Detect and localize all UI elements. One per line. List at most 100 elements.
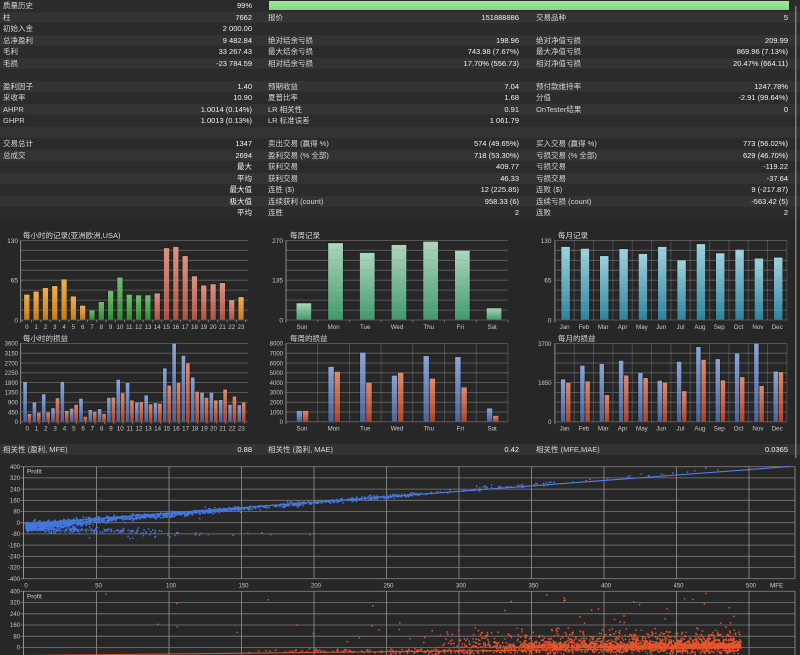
svg-text:Oct: Oct xyxy=(734,426,744,433)
svg-text:1850: 1850 xyxy=(538,381,552,387)
svg-text:Dec: Dec xyxy=(772,324,783,331)
svg-text:-80: -80 xyxy=(11,532,20,538)
svg-text:19: 19 xyxy=(200,324,207,331)
svg-text:80: 80 xyxy=(13,634,20,640)
svg-text:3150: 3150 xyxy=(5,352,19,358)
svg-text:9: 9 xyxy=(109,426,113,433)
svg-text:100: 100 xyxy=(166,583,177,589)
svg-text:5: 5 xyxy=(72,324,76,331)
svg-text:21: 21 xyxy=(219,426,226,433)
svg-text:65: 65 xyxy=(11,278,19,285)
svg-text:19: 19 xyxy=(201,426,208,433)
svg-text:Sun: Sun xyxy=(296,426,308,433)
svg-text:Nov: Nov xyxy=(752,426,764,433)
svg-text:3600: 3600 xyxy=(5,342,19,348)
svg-text:0: 0 xyxy=(15,420,19,426)
svg-text:Fri: Fri xyxy=(457,324,464,331)
svg-text:-320: -320 xyxy=(8,566,21,572)
svg-text:Aug: Aug xyxy=(694,324,706,331)
svg-text:Mar: Mar xyxy=(598,324,609,331)
svg-text:2250: 2250 xyxy=(5,371,19,377)
svg-text:Feb: Feb xyxy=(579,324,590,331)
svg-text:160: 160 xyxy=(10,623,21,629)
svg-text:320: 320 xyxy=(10,476,21,482)
svg-text:0: 0 xyxy=(548,420,552,426)
svg-text:Mon: Mon xyxy=(328,324,341,331)
svg-text:Jul: Jul xyxy=(677,324,685,331)
svg-text:0: 0 xyxy=(548,318,552,325)
svg-text:8: 8 xyxy=(100,426,104,433)
svg-text:17: 17 xyxy=(182,426,189,433)
svg-text:900: 900 xyxy=(8,401,19,407)
svg-text:Wed: Wed xyxy=(391,426,404,433)
svg-text:11: 11 xyxy=(126,324,133,331)
svg-text:6000: 6000 xyxy=(270,361,284,367)
svg-text:16: 16 xyxy=(172,324,179,331)
svg-text:5: 5 xyxy=(72,426,76,433)
svg-text:22: 22 xyxy=(229,426,236,433)
svg-text:400: 400 xyxy=(10,590,21,596)
svg-text:Sat: Sat xyxy=(487,426,497,433)
svg-text:20: 20 xyxy=(210,426,217,433)
svg-text:Nov: Nov xyxy=(752,324,764,331)
svg-text:-400: -400 xyxy=(8,577,21,583)
svg-text:Apr: Apr xyxy=(618,324,628,331)
svg-text:9: 9 xyxy=(109,324,113,331)
svg-text:11: 11 xyxy=(126,426,133,433)
svg-text:0: 0 xyxy=(279,318,283,325)
svg-text:Jul: Jul xyxy=(677,426,685,433)
svg-text:Thu: Thu xyxy=(423,324,434,331)
svg-text:每周记录: 每周记录 xyxy=(290,230,320,240)
svg-text:0: 0 xyxy=(25,426,29,433)
svg-text:10: 10 xyxy=(117,426,124,433)
svg-text:0: 0 xyxy=(280,420,284,426)
svg-text:500: 500 xyxy=(746,583,757,589)
svg-text:Sun: Sun xyxy=(296,324,308,331)
svg-text:每小时的记录(亚洲欧洲,USA): 每小时的记录(亚洲欧洲,USA) xyxy=(23,230,121,240)
svg-text:Profit: Profit xyxy=(27,469,42,476)
svg-text:21: 21 xyxy=(219,324,226,331)
svg-text:160: 160 xyxy=(10,499,21,505)
svg-text:Mon: Mon xyxy=(328,426,341,433)
svg-text:Dec: Dec xyxy=(772,426,783,433)
svg-text:270: 270 xyxy=(272,238,283,245)
svg-text:每周的损益: 每周的损益 xyxy=(290,333,328,343)
svg-text:Jun: Jun xyxy=(656,426,667,433)
svg-text:Jan: Jan xyxy=(560,426,571,433)
svg-text:450: 450 xyxy=(8,410,19,416)
svg-text:MFE: MFE xyxy=(770,583,783,590)
svg-text:240: 240 xyxy=(10,612,21,618)
svg-text:Apr: Apr xyxy=(618,426,628,433)
svg-text:Sat: Sat xyxy=(487,324,497,331)
svg-text:Profit: Profit xyxy=(27,594,42,601)
svg-text:65: 65 xyxy=(544,278,552,285)
svg-text:50: 50 xyxy=(95,583,102,589)
svg-text:3: 3 xyxy=(53,426,57,433)
svg-text:15: 15 xyxy=(163,324,170,331)
svg-text:130: 130 xyxy=(7,238,18,245)
svg-text:240: 240 xyxy=(10,487,21,493)
svg-text:14: 14 xyxy=(154,324,161,331)
svg-text:Sep: Sep xyxy=(714,426,726,433)
svg-text:0: 0 xyxy=(25,324,29,331)
svg-text:17: 17 xyxy=(182,324,189,331)
svg-text:1: 1 xyxy=(34,324,38,331)
svg-text:320: 320 xyxy=(10,601,21,607)
svg-text:每小时的损益: 每小时的损益 xyxy=(23,333,68,343)
svg-text:Tue: Tue xyxy=(360,426,371,433)
svg-text:3700: 3700 xyxy=(538,342,552,348)
svg-text:2000: 2000 xyxy=(270,401,284,407)
svg-text:每月记录: 每月记录 xyxy=(558,230,588,240)
svg-text:14: 14 xyxy=(154,426,161,433)
svg-text:0: 0 xyxy=(17,646,21,652)
svg-text:18: 18 xyxy=(191,324,198,331)
svg-text:18: 18 xyxy=(191,426,198,433)
svg-text:-240: -240 xyxy=(8,555,21,561)
svg-text:8000: 8000 xyxy=(270,342,284,348)
svg-text:130: 130 xyxy=(541,238,552,245)
svg-text:-160: -160 xyxy=(8,543,21,549)
svg-text:13: 13 xyxy=(144,324,151,331)
svg-text:16: 16 xyxy=(173,426,180,433)
svg-text:Mar: Mar xyxy=(598,426,609,433)
svg-text:Aug: Aug xyxy=(694,426,706,433)
